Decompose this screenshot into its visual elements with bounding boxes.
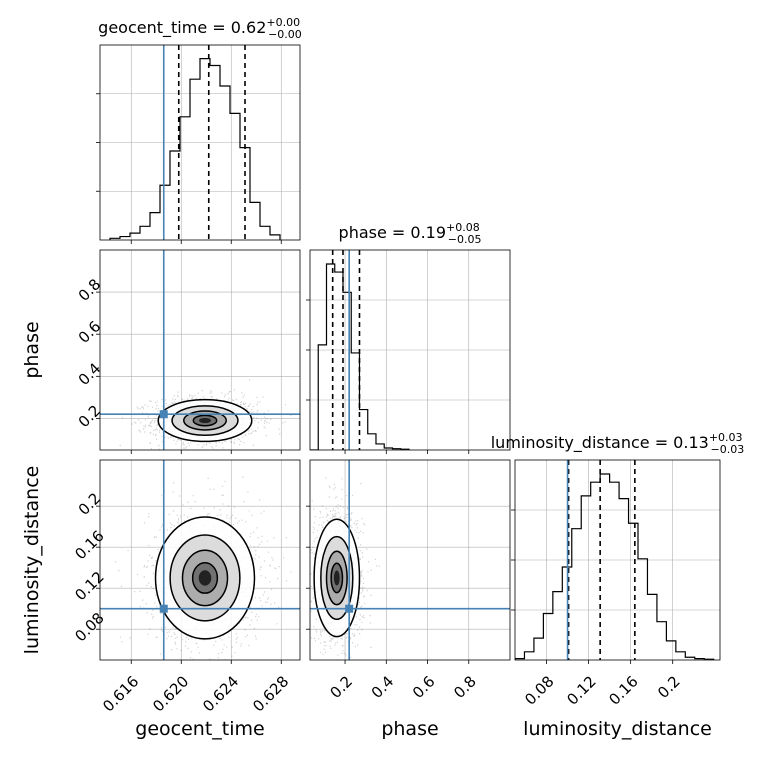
panel-frame: [99, 249, 301, 451]
hist-title: luminosity_distance = 0.13+0.03 −0.03: [491, 431, 745, 456]
plot-area: [310, 460, 510, 660]
x-tick-label: 0.628: [249, 672, 292, 715]
x-axis-label: geocent_time: [135, 718, 264, 740]
plot-area: [100, 45, 300, 240]
hist-phase: phase = 0.19+0.08 −0.05: [306, 221, 511, 454]
x-axis-label: luminosity_distance: [523, 718, 712, 740]
x-tick-label: 0.6: [409, 672, 439, 702]
y-axis-label: luminosity_distance: [21, 466, 43, 655]
y-tick-label: 0.16: [71, 527, 107, 563]
contour-line: [183, 410, 227, 431]
plot-area: [515, 460, 720, 660]
x-tick-label: 0.616: [99, 672, 142, 715]
contour-line: [330, 562, 344, 594]
hist-title: phase = 0.19+0.08 −0.05: [339, 221, 482, 246]
contour-line: [181, 549, 229, 607]
y-tick-label: 0.12: [71, 568, 107, 604]
contour-line: [325, 550, 348, 606]
x-tick-label: 0.08: [521, 672, 557, 708]
x-tick-label: 0.16: [605, 672, 641, 708]
truth-marker: [159, 604, 168, 613]
contour-line: [320, 535, 354, 621]
panel-phase-vs-luminosity_distance: [306, 459, 511, 664]
x-tick-label: 0.4: [368, 672, 398, 702]
plot-area: [100, 250, 300, 450]
density-level: [199, 417, 211, 424]
y-tick-label: 0.08: [71, 609, 107, 645]
panel-frame: [309, 459, 511, 661]
contour-line: [171, 405, 239, 436]
truth-marker: [159, 410, 168, 419]
histogram-step: [109, 58, 281, 240]
panel-frame: [99, 459, 301, 661]
x-tick-label: 0.12: [563, 672, 599, 708]
contour-line: [154, 516, 256, 640]
hist-geocent_time: geocent_time = 0.62+0.00 −0.00: [96, 16, 302, 244]
contour-line: [191, 561, 219, 594]
plot-area: [100, 460, 300, 660]
histogram-step: [515, 473, 715, 660]
contour-line: [192, 414, 218, 427]
y-axis-label: phase: [21, 321, 43, 378]
hist-title: geocent_time = 0.62+0.00 −0.00: [98, 16, 302, 41]
x-tick-label: 0.2: [327, 672, 357, 702]
contour-line: [169, 534, 241, 622]
histogram-step: [310, 263, 410, 450]
density-level: [198, 570, 212, 586]
x-tick-label: 0.624: [199, 672, 242, 715]
contour-line: [313, 518, 361, 638]
plot-area: [310, 250, 510, 450]
truth-marker: [345, 604, 354, 613]
contour-line: [157, 398, 253, 443]
x-tick-label: 0.620: [149, 672, 192, 715]
density-level: [333, 570, 340, 586]
x-tick-label: 0.8: [450, 672, 480, 702]
x-axis-label: phase: [381, 718, 438, 740]
hist-luminosity_distance: luminosity_distance = 0.13+0.03 −0.03: [491, 431, 745, 664]
x-tick-label: 0.2: [654, 672, 684, 702]
